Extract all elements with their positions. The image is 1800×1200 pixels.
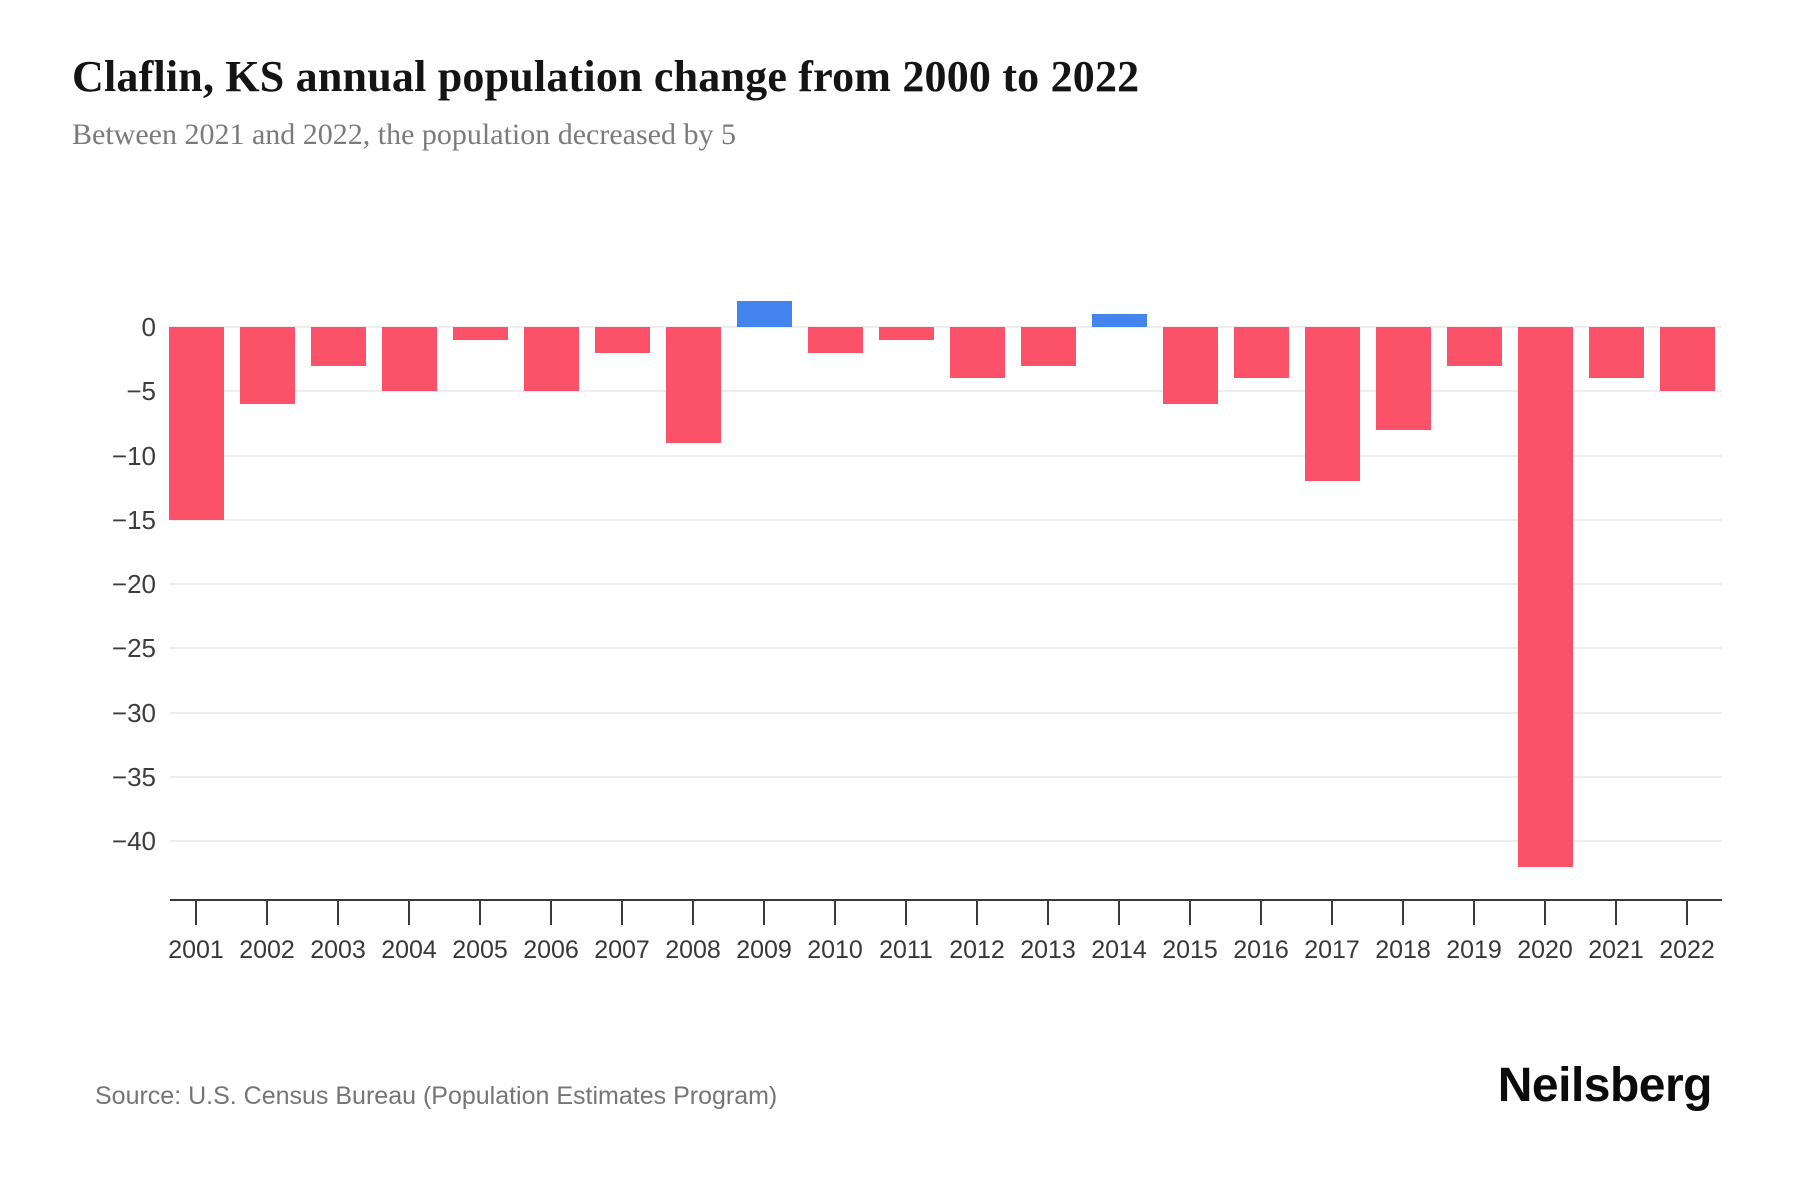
gridline: [170, 455, 1722, 457]
y-axis-tick-label: −40: [111, 826, 156, 856]
x-axis-tick-label: 2020: [1517, 936, 1573, 964]
gridline: [170, 712, 1722, 714]
x-axis-line: [170, 899, 1722, 901]
x-axis-tick-label: 2014: [1091, 936, 1147, 964]
bar-2010[interactable]: [808, 327, 863, 353]
x-axis-tick-label: 2018: [1375, 936, 1431, 964]
bar-2014[interactable]: [1092, 314, 1147, 327]
y-axis-tick-label: −10: [111, 441, 156, 471]
x-axis-tick: [1544, 899, 1546, 925]
gridline: [170, 583, 1722, 585]
x-axis-tick: [408, 899, 410, 925]
neilsberg-logo: Neilsberg: [1497, 1059, 1713, 1112]
bar-2011[interactable]: [879, 327, 934, 340]
bar-2003[interactable]: [311, 327, 366, 366]
gridline: [170, 840, 1722, 842]
x-axis-tick-label: 2006: [523, 936, 579, 964]
gridline: [170, 519, 1722, 521]
y-axis-tick-label: −15: [111, 505, 156, 535]
x-axis-tick: [834, 899, 836, 925]
gridline: [170, 390, 1722, 392]
x-axis-tick-label: 2019: [1446, 936, 1502, 964]
x-axis-tick: [976, 899, 978, 925]
y-axis-tick-label: −25: [111, 633, 156, 663]
bar-2019[interactable]: [1447, 327, 1502, 366]
gridline: [170, 776, 1722, 778]
gridline: [170, 647, 1722, 649]
source-text: Source: U.S. Census Bureau (Population E…: [95, 1082, 778, 1110]
x-axis-tick: [763, 899, 765, 925]
x-axis-tick: [1260, 899, 1262, 925]
gridline: [170, 326, 1722, 328]
x-axis-tick-label: 2001: [168, 936, 224, 964]
x-axis-tick: [905, 899, 907, 925]
y-axis-tick-label: −35: [111, 762, 156, 792]
x-axis-tick-label: 2017: [1304, 936, 1360, 964]
y-axis-tick-label: 0: [141, 312, 156, 342]
x-axis-tick: [479, 899, 481, 925]
x-axis-tick-label: 2013: [1020, 936, 1076, 964]
x-axis-tick-label: 2004: [381, 936, 437, 964]
x-axis-tick-label: 2002: [239, 936, 295, 964]
x-axis-tick: [692, 899, 694, 925]
x-axis-tick-label: 2021: [1588, 936, 1644, 964]
x-axis-tick: [1402, 899, 1404, 925]
x-axis-tick-label: 2009: [736, 936, 792, 964]
x-axis-tick: [1047, 899, 1049, 925]
bar-2015[interactable]: [1163, 327, 1218, 404]
bar-2017[interactable]: [1305, 327, 1360, 481]
x-axis-tick: [550, 899, 552, 925]
x-axis-tick-label: 2016: [1233, 936, 1289, 964]
bar-2005[interactable]: [453, 327, 508, 340]
bar-2009[interactable]: [737, 301, 792, 327]
y-axis-tick-label: −30: [111, 698, 156, 728]
x-axis-tick-label: 2008: [665, 936, 721, 964]
bar-2006[interactable]: [524, 327, 579, 391]
x-axis-tick-label: 2003: [310, 936, 366, 964]
bar-2012[interactable]: [950, 327, 1005, 378]
x-axis-tick-label: 2007: [594, 936, 650, 964]
bar-2022[interactable]: [1660, 327, 1715, 391]
bar-2007[interactable]: [595, 327, 650, 353]
x-axis-tick: [1686, 899, 1688, 925]
x-axis-tick-label: 2005: [452, 936, 508, 964]
x-axis-tick-label: 2022: [1659, 936, 1715, 964]
bar-2013[interactable]: [1021, 327, 1076, 366]
bar-2021[interactable]: [1589, 327, 1644, 378]
y-axis-tick-label: −20: [111, 569, 156, 599]
x-axis-tick-label: 2011: [879, 936, 933, 964]
x-axis-tick: [1118, 899, 1120, 925]
chart-subtitle: Between 2021 and 2022, the population de…: [72, 118, 736, 151]
bar-2004[interactable]: [382, 327, 437, 391]
bar-2008[interactable]: [666, 327, 721, 443]
x-axis-tick: [337, 899, 339, 925]
bar-2016[interactable]: [1234, 327, 1289, 378]
bar-2018[interactable]: [1376, 327, 1431, 430]
x-axis-tick: [1473, 899, 1475, 925]
x-axis-tick: [1331, 899, 1333, 925]
bar-2001[interactable]: [169, 327, 224, 520]
x-axis-tick: [621, 899, 623, 925]
x-axis-tick-label: 2015: [1162, 936, 1218, 964]
bar-2020[interactable]: [1518, 327, 1573, 867]
x-axis-tick: [1615, 899, 1617, 925]
x-axis-tick: [1189, 899, 1191, 925]
x-axis-tick-label: 2010: [807, 936, 863, 964]
x-axis-tick: [195, 899, 197, 925]
chart-title: Claflin, KS annual population change fro…: [72, 52, 1140, 101]
x-axis-tick: [266, 899, 268, 925]
y-axis-tick-label: −5: [126, 376, 156, 406]
x-axis-tick-label: 2012: [949, 936, 1005, 964]
bar-2002[interactable]: [240, 327, 295, 404]
